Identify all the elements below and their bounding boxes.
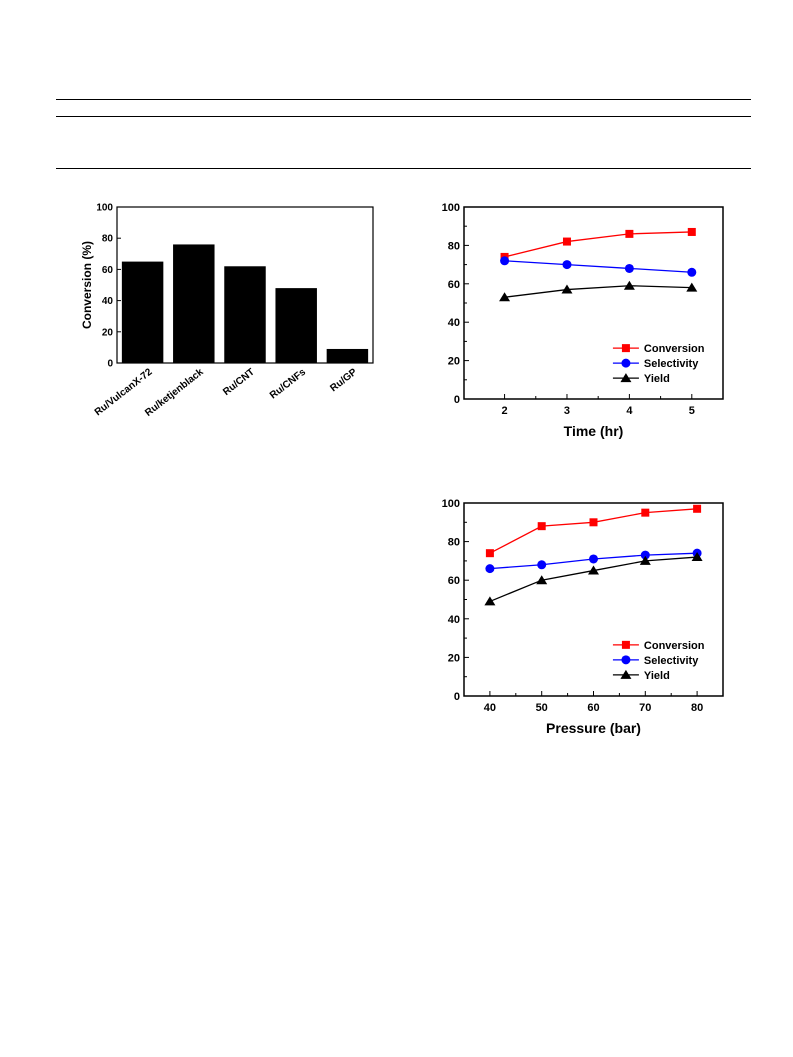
pressure-x-tick-label: 40: [484, 702, 496, 714]
time-legend-selectivity-label: Selectivity: [644, 358, 699, 370]
time-x-tick-label: 5: [689, 405, 695, 417]
bar: [173, 244, 215, 363]
time-yield-line: [504, 285, 692, 298]
pressure-conversion-line: [489, 508, 698, 554]
pressure-legend-yield-label: Yield: [644, 670, 670, 682]
pressure-x-tick-label: 80: [691, 702, 703, 714]
time-yield-point: [499, 292, 511, 302]
time-yield-point: [623, 280, 635, 290]
bar: [224, 266, 266, 363]
pressure-legend-selectivity-label: Selectivity: [644, 655, 699, 667]
pressure-y-tick-label: 100: [442, 498, 460, 510]
pressure-conversion-point: [641, 508, 650, 517]
pressure-legend-yield-swatch-marker: [620, 669, 632, 679]
time-plot-frame: [463, 206, 724, 400]
time-legend-conversion-label: Conversion: [644, 343, 705, 355]
bar: [326, 348, 369, 363]
time-y-tick-label: 60: [448, 279, 460, 291]
pressure-x-tick-label: 50: [536, 702, 548, 714]
time-x-tick-label: 2: [502, 405, 508, 417]
pressure-yield-point: [691, 552, 703, 562]
time-yield-point: [686, 282, 698, 292]
time-conversion-point: [687, 227, 696, 236]
pressure-y-tick-label: 60: [448, 575, 460, 587]
pressure-x-axis-label: Pressure (bar): [546, 720, 641, 736]
pressure-conversion-point: [589, 518, 598, 527]
time-yield-point: [561, 284, 573, 294]
pressure-x-tick-label: 70: [639, 702, 651, 714]
pressure-yield-line: [489, 556, 698, 603]
table-bottom-rule: [56, 168, 751, 169]
pressure-selectivity-point: [537, 560, 547, 570]
time-y-tick-label: 40: [448, 317, 460, 329]
time-y-tick-label: 20: [448, 356, 460, 368]
pressure-legend-conversion-swatch-marker: [621, 640, 630, 649]
pressure-yield-point: [536, 575, 548, 585]
time-x-axis-label: Time (hr): [564, 423, 624, 439]
table-top-rule: [56, 99, 751, 100]
time-selectivity-point: [687, 267, 697, 277]
pressure-y-tick-label: 40: [448, 614, 460, 626]
pressure-y-tick-label: 20: [448, 652, 460, 664]
time-conversion-line: [504, 231, 692, 258]
pressure-conversion-point: [537, 522, 546, 531]
pressure-legend-selectivity-swatch-marker: [621, 655, 631, 665]
bar-y-tick-label: 100: [96, 203, 113, 214]
pressure-selectivity-point: [589, 554, 598, 564]
time-legend-yield-label: Yield: [644, 373, 670, 385]
bar-y-tick-label: 80: [102, 234, 114, 245]
time-x-tick-label: 3: [564, 405, 570, 417]
bar-y-axis-label: Conversion (%): [80, 241, 94, 329]
pressure-plot-frame: [463, 502, 724, 697]
pressure-conversion-point: [485, 549, 494, 558]
bar-y-tick-label: 20: [102, 327, 114, 338]
pressure-yield-point: [588, 565, 599, 575]
time-x-tick-label: 4: [626, 405, 633, 417]
bar-category-label: Ru/CNFs: [268, 366, 308, 401]
pressure-x-tick-label: 60: [587, 702, 599, 714]
time-y-tick-label: 0: [454, 394, 460, 406]
pressure-yield-point: [639, 555, 651, 565]
bar-y-tick-label: 40: [102, 296, 114, 307]
time-selectivity-point: [562, 260, 572, 270]
time-y-tick-label: 80: [448, 240, 460, 252]
pressure-yield-point: [484, 596, 496, 606]
time-selectivity-point: [500, 256, 510, 266]
time-conversion-point: [625, 229, 634, 238]
time-legend-selectivity-swatch-marker: [621, 358, 631, 368]
time-y-tick-label: 100: [442, 202, 460, 214]
time-selectivity-line: [504, 260, 692, 273]
pressure-conversion-point: [693, 504, 702, 513]
time-legend-conversion-swatch-marker: [621, 344, 630, 353]
time-conversion-point: [562, 237, 571, 246]
bar: [275, 288, 317, 363]
pressure-y-tick-label: 80: [448, 537, 460, 549]
bar-category-label: Ru/GP: [328, 366, 359, 394]
pressure-legend-conversion-label: Conversion: [644, 640, 705, 652]
bar-y-tick-label: 0: [107, 359, 113, 370]
bar-category-label: Ru/CNT: [221, 367, 257, 398]
pressure-selectivity-point: [485, 564, 495, 574]
bar: [121, 261, 164, 363]
pressure-selectivity-point: [640, 550, 650, 560]
time-legend-yield-swatch-marker: [620, 373, 632, 383]
table-header-rule: [56, 116, 751, 117]
time-selectivity-point: [624, 263, 634, 273]
bar-y-tick-label: 60: [102, 265, 114, 276]
pressure-y-tick-label: 0: [454, 691, 460, 703]
